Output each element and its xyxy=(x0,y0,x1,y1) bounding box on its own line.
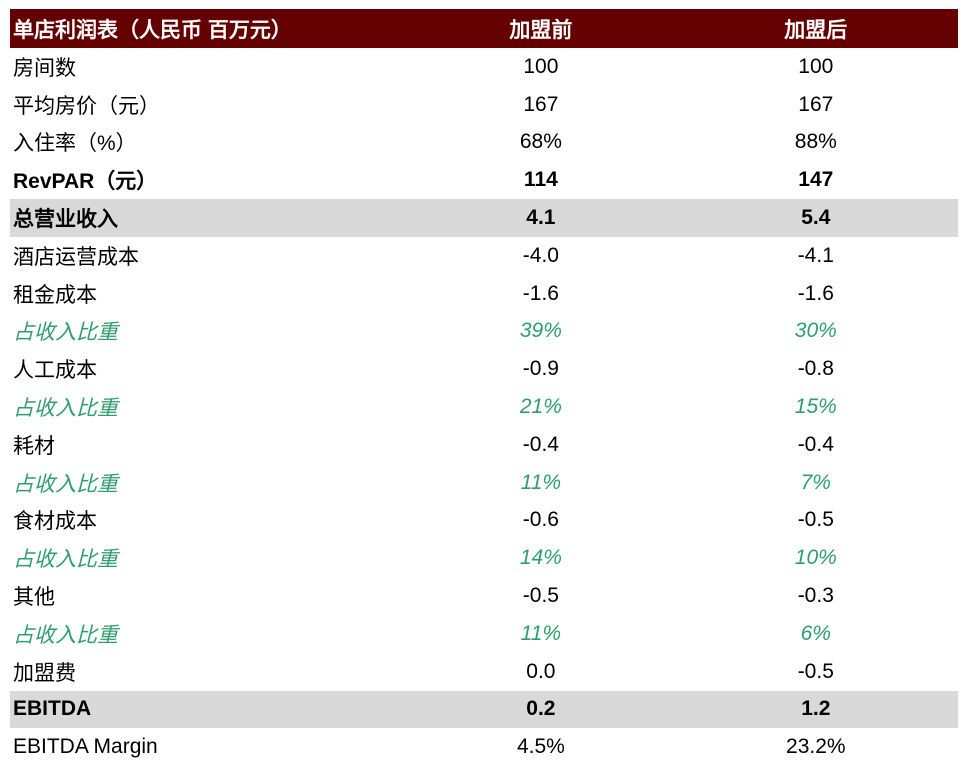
row-label: 食材成本 xyxy=(13,510,97,534)
value-pre-franchise: 0.0 xyxy=(526,659,556,683)
row-label: 总营业收入 xyxy=(13,208,118,232)
row-label: 占收入比重 xyxy=(13,321,118,345)
table-title: 单店利润表（人民币 百万元） xyxy=(13,18,292,42)
table-row: EBITDA 0.2 1.2 xyxy=(10,690,958,729)
table-row: 占收入比重 11% 7% xyxy=(10,464,958,502)
table-row: 其他 -0.5 -0.3 xyxy=(10,577,958,615)
row-label: 耗材 xyxy=(13,434,55,458)
value-post-franchise: 23.2% xyxy=(786,735,846,759)
value-post-franchise: 10% xyxy=(794,546,837,570)
table-header-row: 单店利润表（人民币 百万元） 加盟前 加盟后 xyxy=(10,9,958,48)
value-pre-franchise: 68% xyxy=(519,130,562,154)
value-pre-franchise: -0.9 xyxy=(522,357,559,381)
table-row: 租金成本 -1.6 -1.6 xyxy=(10,275,958,313)
row-label: 占收入比重 xyxy=(13,472,118,496)
single-store-pnl-table: 单店利润表（人民币 百万元） 加盟前 加盟后 房间数 100 100 平均房价（… xyxy=(10,9,958,766)
row-label: 酒店运营成本 xyxy=(13,245,139,269)
value-post-franchise: 30% xyxy=(794,319,837,343)
table-row: 占收入比重 39% 30% xyxy=(10,313,958,351)
table-row: 耗材 -0.4 -0.4 xyxy=(10,426,958,464)
value-pre-franchise: 11% xyxy=(520,470,562,494)
row-label: EBITDA Margin xyxy=(13,735,158,759)
value-post-franchise: 88% xyxy=(794,130,837,154)
row-label: 人工成本 xyxy=(13,359,97,383)
table-row: 酒店运营成本 -4.0 -4.1 xyxy=(10,237,958,275)
value-pre-franchise: -1.6 xyxy=(522,281,559,305)
value-pre-franchise: -0.5 xyxy=(522,584,559,608)
table-row: 占收入比重 14% 10% xyxy=(10,539,958,577)
row-label: 租金成本 xyxy=(13,283,97,307)
table-row: 入住率（%） 68% 88% xyxy=(10,124,958,162)
value-pre-franchise: -0.4 xyxy=(522,432,559,456)
row-label: 入住率（%） xyxy=(13,132,137,156)
row-label: 占收入比重 xyxy=(13,623,118,647)
table-row: EBITDA Margin 4.5% 23.2% xyxy=(10,728,958,766)
value-post-franchise: 147 xyxy=(798,168,834,192)
value-post-franchise: 7% xyxy=(800,470,831,494)
table-row: 平均房价（元） 167 167 xyxy=(10,86,958,124)
value-post-franchise: 6% xyxy=(800,621,831,645)
table-row: 占收入比重 11% 6% xyxy=(10,615,958,653)
row-label: 房间数 xyxy=(13,56,76,80)
table-row: 占收入比重 21% 15% xyxy=(10,388,958,426)
row-label: 占收入比重 xyxy=(13,397,118,421)
row-label: EBITDA xyxy=(13,697,92,721)
table-body: 房间数 100 100 平均房价（元） 167 167 入住率（%） 68% 8… xyxy=(10,48,958,766)
table-row: 总营业收入 4.1 5.4 xyxy=(10,199,958,237)
value-post-franchise: 167 xyxy=(798,92,834,116)
table-row: 人工成本 -0.9 -0.8 xyxy=(10,350,958,388)
row-label: 其他 xyxy=(13,586,55,610)
value-pre-franchise: 4.1 xyxy=(526,206,556,230)
table-row: RevPAR（元） 114 147 xyxy=(10,161,958,199)
value-post-franchise: 15% xyxy=(794,395,837,419)
column-header-pre-franchise: 加盟前 xyxy=(509,18,573,42)
value-post-franchise: -0.8 xyxy=(797,357,834,381)
value-pre-franchise: 167 xyxy=(523,92,559,116)
value-pre-franchise: 4.5% xyxy=(516,735,565,759)
value-pre-franchise: 11% xyxy=(520,621,562,645)
value-pre-franchise: -0.6 xyxy=(522,508,559,532)
row-label: RevPAR（元） xyxy=(13,170,158,194)
value-post-franchise: -0.4 xyxy=(797,432,834,456)
value-post-franchise: -4.1 xyxy=(797,243,834,267)
value-pre-franchise: 21% xyxy=(519,395,562,419)
value-post-franchise: -0.5 xyxy=(797,508,834,532)
value-pre-franchise: 0.2 xyxy=(526,697,556,721)
value-post-franchise: -0.3 xyxy=(797,584,834,608)
value-pre-franchise: 39% xyxy=(519,319,562,343)
value-post-franchise: 100 xyxy=(798,54,834,78)
table-row: 房间数 100 100 xyxy=(10,48,958,86)
value-post-franchise: 5.4 xyxy=(801,206,831,230)
value-pre-franchise: 14% xyxy=(519,546,562,570)
row-label: 占收入比重 xyxy=(13,548,118,572)
row-label: 加盟费 xyxy=(13,661,76,685)
column-header-post-franchise: 加盟后 xyxy=(784,18,848,42)
value-pre-franchise: -4.0 xyxy=(522,243,559,267)
table-row: 加盟费 0.0 -0.5 xyxy=(10,653,958,691)
value-post-franchise: 1.2 xyxy=(801,697,831,721)
row-label: 平均房价（元） xyxy=(13,94,160,118)
value-pre-franchise: 114 xyxy=(523,168,558,192)
value-post-franchise: -1.6 xyxy=(797,281,834,305)
table-row: 食材成本 -0.6 -0.5 xyxy=(10,502,958,540)
value-post-franchise: -0.5 xyxy=(797,659,834,683)
value-pre-franchise: 100 xyxy=(523,54,559,78)
